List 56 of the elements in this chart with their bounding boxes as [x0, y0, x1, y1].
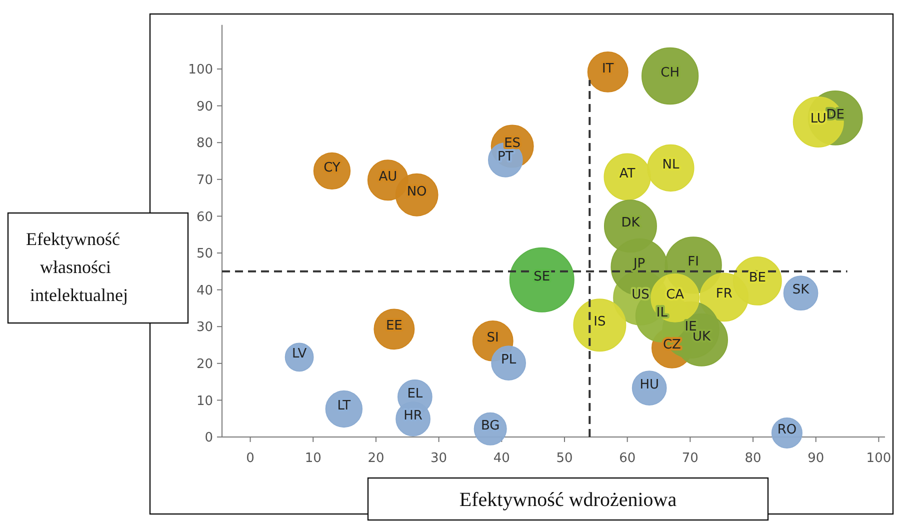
series-label: CY [324, 160, 340, 176]
series-label: AU [378, 170, 398, 185]
x-tick-label: 50 [556, 451, 573, 466]
y-tick-label: 100 [188, 62, 213, 78]
series-label: DE [826, 107, 844, 122]
series-label: NL [662, 158, 680, 173]
series-label: US [632, 287, 650, 302]
y-tick-label: 40 [196, 283, 213, 298]
series-label: FR [716, 286, 732, 302]
series-label: DK [621, 216, 640, 231]
x-axis-title: Efektywność wdrożeniowa [459, 489, 677, 511]
y-tick-label: 60 [196, 210, 213, 225]
x-tick-label: 10 [304, 451, 322, 466]
series-label: AT [619, 166, 636, 182]
series-label: IS [594, 314, 606, 330]
series-label: HR [404, 408, 422, 424]
series-label: BE [748, 270, 766, 286]
y-tick-label: 10 [196, 394, 213, 409]
series-label: SI [486, 330, 499, 346]
series-label: LT [337, 398, 351, 414]
x-tick-label: 20 [368, 451, 384, 466]
y-tick-label: 80 [196, 136, 213, 152]
x-tick-label: 70 [682, 451, 698, 466]
y-axis-title: Efektywność własności intelektualnej [26, 229, 128, 305]
x-tick-label: 30 [430, 451, 448, 466]
y-tick-label: 50 [196, 246, 213, 262]
series-label: CZ [662, 337, 682, 352]
x-tick-label: 0 [246, 451, 254, 466]
series-label: EE [386, 318, 402, 334]
series-label: PL [501, 352, 517, 368]
series-label: RO [777, 422, 797, 438]
series-label: IL [656, 305, 668, 320]
series-label: LU [810, 112, 826, 127]
x-tick-label: 40 [493, 451, 510, 466]
series-label: HU [640, 378, 659, 393]
series-label: LV [292, 346, 307, 362]
series-label: JP [632, 256, 646, 272]
series-label: IT [602, 61, 614, 76]
x-tick-label: 100 [866, 451, 892, 466]
y-tick-label: 90 [196, 99, 213, 114]
series-label: SE [534, 269, 550, 284]
series-label: BG [480, 418, 500, 434]
series-label: CA [666, 287, 684, 302]
y-tick-label: 20 [196, 356, 213, 372]
x-tick-label: 80 [744, 451, 762, 466]
y-tick-label: 70 [196, 172, 213, 188]
x-tick-label: 60 [619, 451, 636, 466]
series-label: CH [660, 66, 680, 81]
series-label: PT [498, 149, 514, 164]
y-tick-label: 0 [204, 430, 213, 446]
y-tick-label: 30 [196, 320, 213, 336]
series-label: EL [407, 386, 424, 402]
series-label: SK [792, 282, 810, 298]
series-label: NO [406, 184, 427, 200]
series-label: FI [688, 254, 699, 270]
x-tick-label: 90 [808, 451, 824, 466]
